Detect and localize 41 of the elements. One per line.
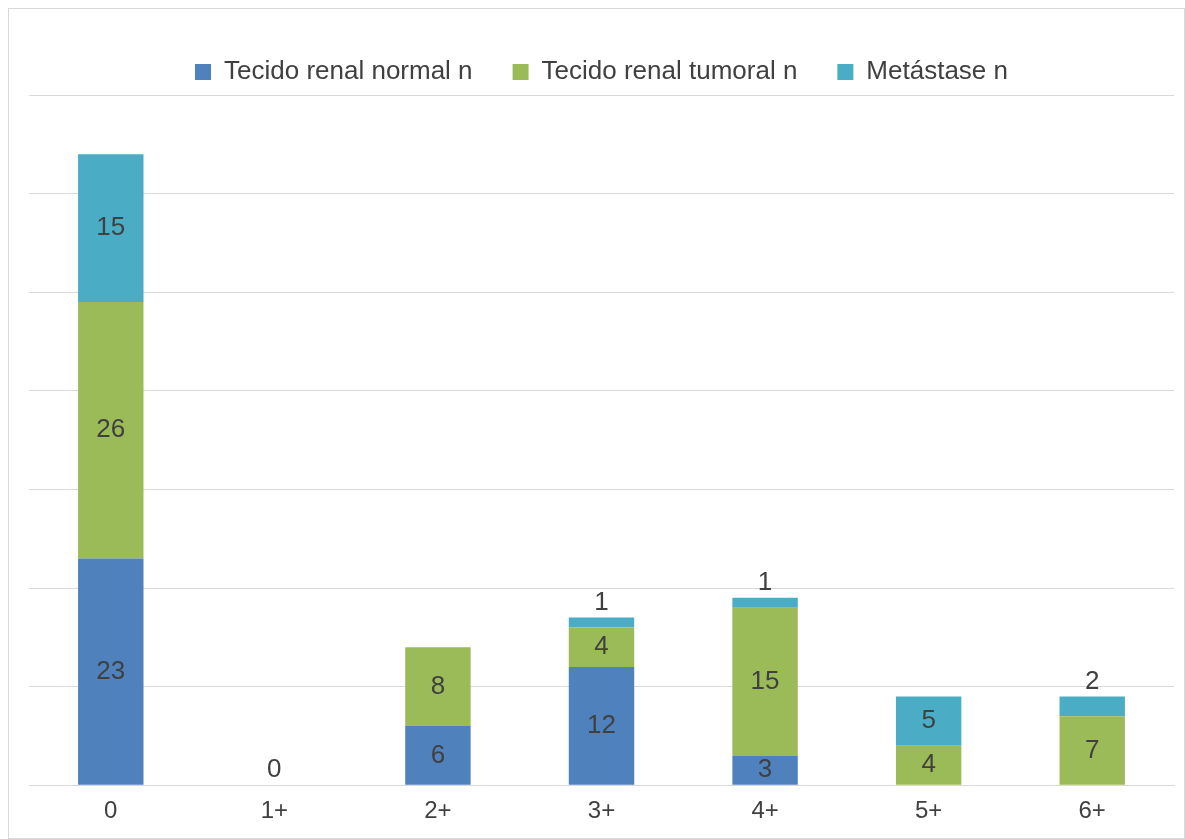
- data-label: 23: [96, 654, 126, 685]
- x-tick-label: 1+: [260, 796, 289, 824]
- data-label: 1: [594, 585, 609, 616]
- bar: [1059, 696, 1125, 717]
- data-label: 6: [430, 738, 446, 769]
- data-label: 0: [267, 753, 282, 784]
- bar: [405, 726, 471, 785]
- data-label: 3: [757, 753, 773, 784]
- bar: [895, 745, 962, 785]
- bar: [568, 627, 635, 667]
- data-label: 7: [1084, 733, 1100, 764]
- bar: [78, 302, 144, 559]
- data-label: 5: [921, 704, 936, 735]
- x-tick-label: 4+: [751, 796, 779, 824]
- data-label: 1: [757, 566, 773, 597]
- legend-label: Metástase n: [866, 55, 1009, 86]
- data-label: 15: [96, 211, 126, 242]
- bar: [895, 696, 962, 746]
- bar: [568, 617, 635, 628]
- data-label: 2: [1084, 664, 1100, 695]
- data-label: 15: [750, 664, 780, 695]
- data-label: 12: [587, 708, 616, 739]
- data-label: 4: [921, 748, 936, 779]
- bar: [78, 558, 144, 785]
- data-label: 8: [430, 669, 446, 700]
- x-tick-label: 6+: [1078, 796, 1106, 824]
- bar: [405, 647, 471, 727]
- legend-label: Tecido renal tumoral n: [541, 55, 798, 86]
- bar: [78, 154, 144, 303]
- data-label: 4: [594, 630, 609, 661]
- x-tick-label: 0: [104, 796, 118, 824]
- bar: [732, 607, 798, 756]
- bar: [732, 597, 798, 608]
- x-tick-label: 2+: [424, 796, 452, 824]
- x-tick-label: 3+: [587, 796, 616, 824]
- x-tick-label: 5+: [914, 796, 943, 824]
- bar: [732, 755, 798, 785]
- bar: [568, 666, 635, 785]
- bar: [1059, 716, 1125, 785]
- legend-label: Tecido renal normal n: [224, 55, 473, 86]
- data-label: 26: [96, 413, 126, 444]
